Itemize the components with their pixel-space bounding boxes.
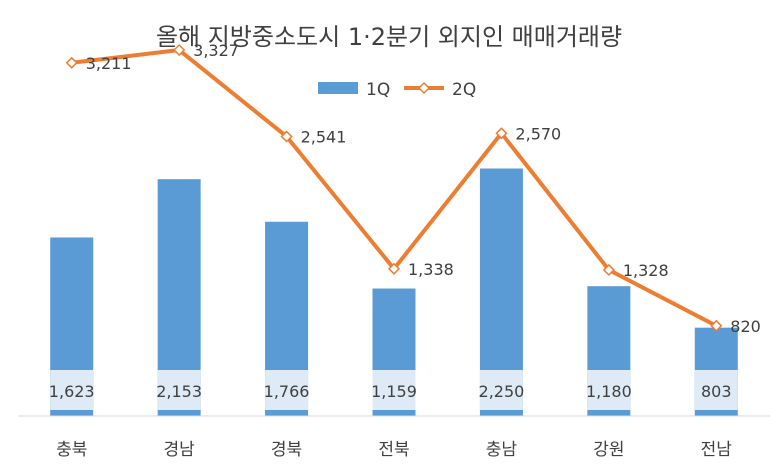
bar-data-label-4: 2,250 <box>479 382 525 401</box>
line-marker-2q-6 <box>710 319 723 332</box>
line-marker-2q-0 <box>65 56 78 69</box>
bar-data-label-0: 1,623 <box>49 382 95 401</box>
line-data-label-4: 2,570 <box>515 124 561 143</box>
line-data-label-5: 1,328 <box>623 261 669 280</box>
line-data-label-0: 3,211 <box>86 54 132 73</box>
category-label-5: 강원 <box>593 440 624 460</box>
line-marker-2q-4 <box>495 127 508 140</box>
bar-label-bg-6 <box>694 370 738 410</box>
bar-label-bg-3 <box>372 370 416 410</box>
legend-swatch-1q <box>318 82 358 94</box>
bar-label-bg-5 <box>587 370 631 410</box>
line-marker-2q-2 <box>280 130 293 143</box>
bar-label-bg-4 <box>479 370 523 410</box>
bar-labels-1q: 1,623 2,153 1,766 1,159 2,250 1,180 803 <box>49 370 738 410</box>
category-label-3: 전북 <box>378 440 409 460</box>
bar-data-label-2: 1,766 <box>264 382 310 401</box>
line-marker-2q-1 <box>173 43 186 57</box>
line-data-label-6: 820 <box>730 317 761 336</box>
line-series-2q: 3,211 3,327 2,541 1,338 2,570 1,328 820 <box>65 41 761 336</box>
legend-label-2q: 2Q <box>452 80 476 100</box>
category-axis-labels: 충북 경남 경북 전북 충남 강원 전남 <box>56 440 732 460</box>
bar-data-label-6: 803 <box>701 382 732 401</box>
line-marker-2q-5 <box>602 263 615 276</box>
legend: 1Q 2Q <box>318 80 476 100</box>
bar-data-label-5: 1,180 <box>586 382 632 401</box>
line-data-label-3: 1,338 <box>408 260 454 279</box>
category-label-4: 충남 <box>486 440 518 460</box>
category-label-1: 경남 <box>164 440 196 460</box>
bar-label-bg-0 <box>50 370 94 410</box>
line-marker-2q-3 <box>387 262 401 275</box>
legend-marker-2q <box>417 81 431 95</box>
bar-label-bg-1 <box>157 370 201 410</box>
bar-data-label-1: 2,153 <box>156 382 202 401</box>
category-label-2: 경북 <box>271 440 302 460</box>
category-label-6: 전남 <box>701 440 733 460</box>
chart-title: 올해 지방중소도시 1·2분기 외지인 매매거래량 <box>156 23 622 51</box>
line-data-label-2: 2,541 <box>301 127 347 146</box>
line-data-label-1: 3,327 <box>193 41 239 60</box>
legend-label-1q: 1Q <box>366 80 390 100</box>
category-label-0: 충북 <box>56 440 87 460</box>
bar-label-bg-2 <box>265 370 309 410</box>
bar-data-label-3: 1,159 <box>371 382 417 401</box>
